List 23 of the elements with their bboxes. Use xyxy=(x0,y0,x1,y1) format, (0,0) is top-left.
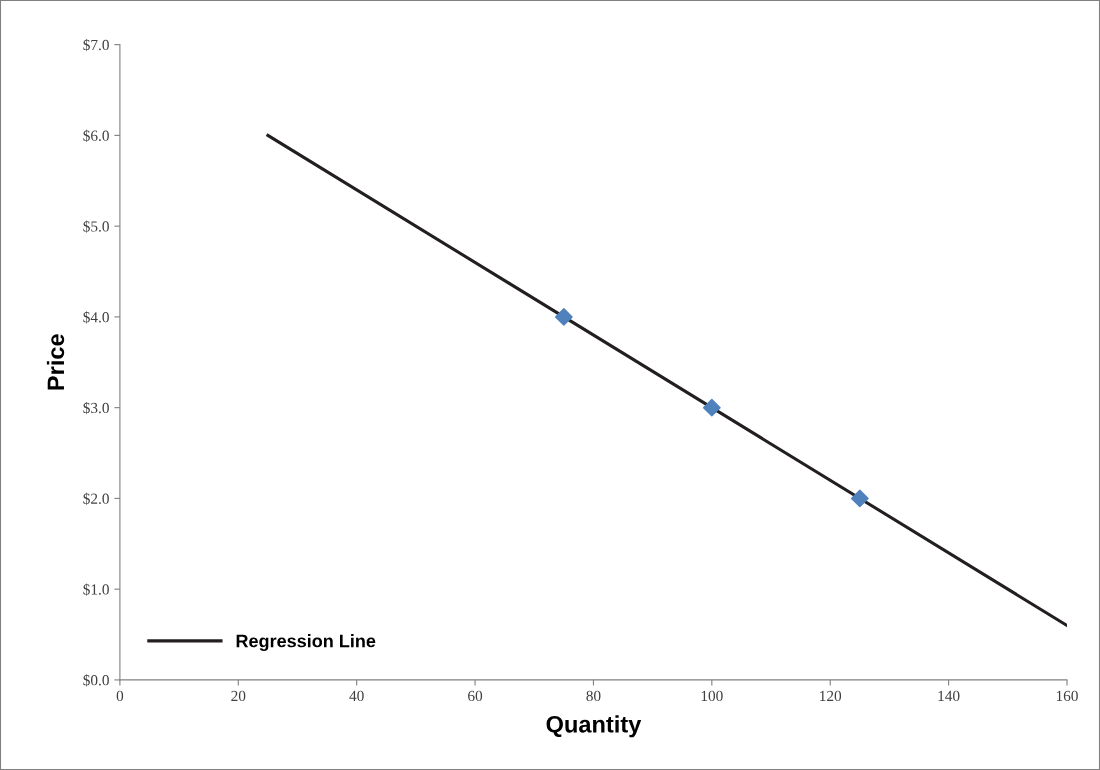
x-tick-label: 160 xyxy=(1056,690,1078,702)
point xyxy=(702,398,721,417)
legend-label: Regression Line xyxy=(236,634,376,652)
x-tick-label: 20 xyxy=(231,690,246,702)
x-tick-label: 120 xyxy=(820,690,842,702)
x-tick-label: 40 xyxy=(349,690,364,702)
point xyxy=(554,307,573,326)
y-tick-label: $4.0 xyxy=(83,311,109,324)
y-tick-label: $2.0 xyxy=(83,492,109,505)
x-tick-label: 80 xyxy=(586,690,601,702)
y-tick-label: $3.0 xyxy=(83,401,109,415)
x-tick-label: 60 xyxy=(468,690,483,702)
x-axis-title: Quantity xyxy=(546,715,642,738)
x-tick-label: 100 xyxy=(701,690,723,702)
y-tick-label: $6.0 xyxy=(83,129,109,142)
y-tick-label: $1.0 xyxy=(83,583,109,596)
x-tick-label: 140 xyxy=(938,690,960,702)
y-tick-label: $7.0 xyxy=(83,38,109,52)
x-tick-label: 0 xyxy=(116,690,124,702)
y-tick-label: $5.0 xyxy=(83,220,109,233)
point xyxy=(850,489,869,508)
y-axis-title: Price xyxy=(46,334,65,390)
y-tick-label: $0.0 xyxy=(83,674,109,687)
